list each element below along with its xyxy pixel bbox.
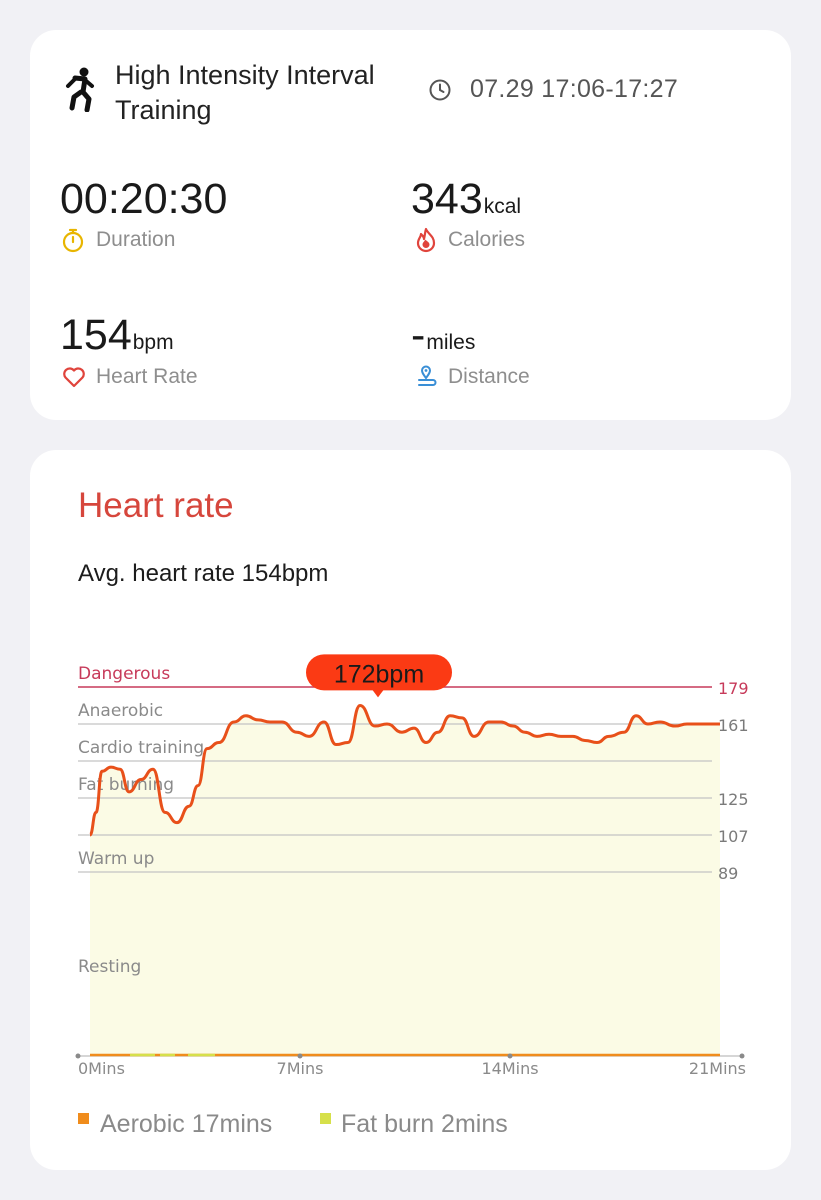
zone-value-dangerous: 179 bbox=[718, 679, 749, 698]
legend-aerobic-label: Aerobic 17mins bbox=[100, 1110, 273, 1138]
zone-value-warm-up: 89 bbox=[718, 864, 738, 883]
peak-bubble bbox=[306, 654, 452, 691]
duration-value: 00:20:30 bbox=[60, 175, 228, 223]
x-tick-label-21: 21Mins bbox=[689, 1059, 746, 1078]
heart-rate-title: Heart rate bbox=[78, 486, 234, 525]
calories-value-group: 343kcal bbox=[411, 178, 521, 221]
workout-summary-card: High Intensity Interval Training 07.29 1… bbox=[30, 30, 791, 420]
zone-value-anaerobic: 161 bbox=[718, 716, 749, 735]
legend-fat-burn-label: Fat burn 2mins bbox=[341, 1110, 508, 1138]
distance-value: - bbox=[411, 311, 426, 359]
heart-icon bbox=[63, 367, 85, 388]
legend-aerobic-swatch bbox=[78, 1113, 89, 1124]
running-person-icon bbox=[66, 67, 94, 112]
distance-value-group: -miles bbox=[411, 314, 475, 357]
workout-name: High Intensity Interval Training bbox=[115, 60, 375, 125]
heart-rate-line bbox=[88, 704, 720, 837]
heart-rate-area-fill bbox=[90, 705, 720, 1056]
heart-rate-chart: 179 Dangerous 161 Anaerobic Cardio training 1… bbox=[75, 654, 749, 1078]
average-heart-rate: Avg. heart rate 154bpm bbox=[78, 560, 329, 587]
duration-label: Duration bbox=[96, 228, 176, 251]
zone-label-warm-up: Warm up bbox=[78, 849, 154, 869]
zone-label-cardio-training: Cardio training bbox=[78, 738, 204, 758]
calories-label: Calories bbox=[448, 228, 526, 251]
calories-unit: kcal bbox=[483, 195, 522, 218]
x-tick-dot-21 bbox=[739, 1053, 745, 1059]
x-tick-label-14: 14Mins bbox=[481, 1059, 538, 1078]
clock-icon bbox=[429, 79, 451, 101]
distance-label: Distance bbox=[448, 365, 530, 388]
x-tick-label-7: 7Mins bbox=[277, 1059, 324, 1078]
zone-value-fat-burning: 125 bbox=[718, 790, 749, 809]
distance-unit: miles bbox=[426, 331, 476, 354]
x-tick-dot-0 bbox=[75, 1053, 81, 1059]
legend-fat-burn-swatch bbox=[320, 1113, 331, 1124]
zone-label-dangerous: Dangerous bbox=[78, 664, 170, 684]
heart-rate-value: 154 bbox=[60, 311, 132, 359]
heart-rate-label: Heart Rate bbox=[96, 365, 198, 388]
location-pin-icon bbox=[418, 365, 437, 386]
flame-icon bbox=[416, 227, 436, 253]
stopwatch-icon bbox=[62, 228, 84, 253]
heart-rate-unit: bpm bbox=[132, 331, 174, 354]
x-tick-dot-7 bbox=[297, 1053, 303, 1059]
zone-value-zone-107: 107 bbox=[718, 827, 749, 846]
heart-rate-card: Heart rate Avg. heart rate 154bpm 179 Dan… bbox=[30, 450, 791, 1170]
peak-pointer bbox=[372, 689, 384, 698]
x-tick-dot-14 bbox=[507, 1053, 513, 1059]
peak-label: 172bpm bbox=[334, 660, 424, 688]
workout-time-range: 07.29 17:06-17:27 bbox=[470, 75, 679, 103]
heart-rate-value-group: 154bpm bbox=[60, 314, 174, 357]
zone-label-resting: Resting bbox=[78, 957, 141, 977]
zone-label-anaerobic: Anaerobic bbox=[78, 701, 163, 721]
calories-value: 343 bbox=[411, 175, 483, 223]
x-tick-label-0: 0Mins bbox=[78, 1059, 125, 1078]
